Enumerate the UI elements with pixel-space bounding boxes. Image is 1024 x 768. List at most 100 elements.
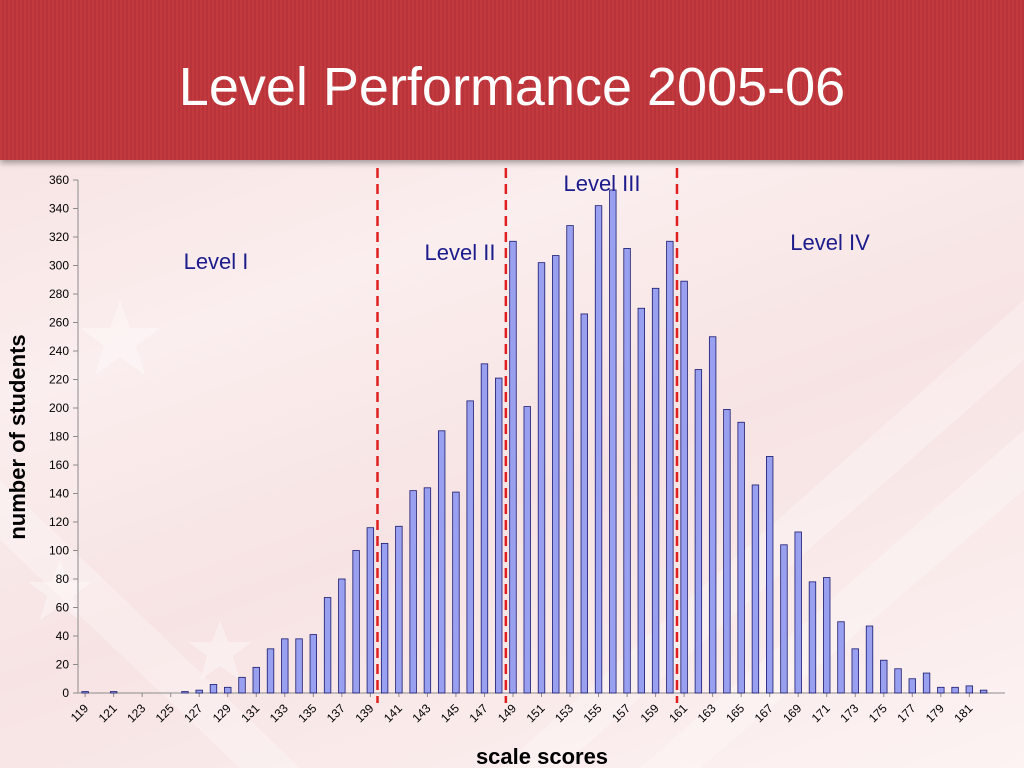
x-tick-label: 137: [324, 701, 348, 725]
bar-score-161: [680, 280, 688, 694]
x-tick-label: 131: [238, 701, 262, 725]
bar-score-174: [865, 625, 874, 694]
bar-score-150: [523, 406, 531, 694]
bar-score-148: [495, 377, 503, 694]
bar-score-144: [437, 430, 446, 694]
bar-score-138: [352, 550, 360, 694]
bar-score-139: [366, 527, 375, 694]
x-tick-label: 149: [495, 701, 519, 725]
bar-score-129: [224, 686, 232, 694]
x-axis-title: scale scores: [476, 744, 608, 768]
bar-score-159: [651, 287, 660, 694]
bar-score-121: [109, 691, 118, 694]
bar-score-142: [409, 490, 417, 694]
level-label-1: Level I: [184, 249, 249, 274]
bar-score-167: [766, 456, 774, 694]
bar-score-136: [323, 597, 332, 694]
title-banner: Level Performance 2005-06: [0, 0, 1024, 160]
x-tick-label: 135: [295, 701, 319, 725]
x-tick-label: 171: [809, 701, 833, 725]
y-tick-label: 180: [49, 430, 69, 444]
bar-score-143: [423, 487, 432, 694]
bar-score-178: [922, 672, 931, 694]
bar-score-140: [380, 542, 389, 694]
x-tick-label: 177: [894, 701, 918, 725]
x-tick-label: 179: [923, 701, 947, 725]
x-tick-label: 169: [780, 701, 804, 725]
x-tick-label: 139: [352, 701, 376, 725]
y-tick-label: 120: [49, 515, 69, 529]
bar-score-151: [537, 262, 546, 694]
x-tick-label: 173: [837, 701, 861, 725]
bar-score-179: [937, 686, 945, 694]
x-tick-label: 165: [723, 701, 747, 725]
background-stripe: [0, 480, 300, 768]
bar-score-175: [880, 659, 888, 694]
x-tick-label: 167: [752, 701, 776, 725]
bar-score-177: [908, 678, 916, 694]
y-tick-label: 20: [56, 658, 70, 672]
x-tick-label: 127: [181, 701, 205, 725]
y-tick-label: 160: [49, 458, 69, 472]
bar-score-158: [637, 307, 646, 694]
bar-score-146: [466, 400, 474, 694]
bar-score-132: [266, 648, 275, 694]
cut-score-lines: [376, 168, 679, 703]
bar-score-165: [737, 421, 745, 694]
bar-score-182: [979, 689, 988, 694]
x-tick-label: 123: [124, 701, 148, 725]
x-tick-label: 133: [267, 701, 291, 725]
bar-score-166: [751, 484, 760, 694]
bar-score-137: [338, 578, 346, 694]
y-tick-label: 300: [49, 259, 69, 273]
x-tick-label: 175: [866, 701, 890, 725]
bar-score-149: [509, 240, 517, 694]
y-tick-label: 80: [56, 572, 70, 586]
x-tick-label: 155: [581, 701, 605, 725]
y-tick-label: 0: [62, 686, 69, 700]
x-tick-label: 125: [153, 701, 177, 725]
y-tick-label: 320: [49, 230, 69, 244]
y-tick-label: 40: [56, 629, 70, 643]
bar-score-135: [309, 634, 317, 694]
x-tick-label: 159: [638, 701, 662, 725]
bar-score-127: [195, 689, 203, 694]
bar-score-133: [281, 638, 289, 694]
x-tick-label: 157: [609, 701, 633, 725]
level-label-4: Level IV: [790, 230, 870, 255]
y-tick-label: 340: [49, 202, 69, 216]
bar-score-170: [808, 581, 817, 694]
x-tick-label: 151: [524, 701, 548, 725]
y-tick-label: 140: [49, 487, 69, 501]
bar-score-128: [209, 684, 218, 694]
bar-score-169: [794, 531, 802, 694]
x-tick-label: 121: [96, 701, 120, 725]
bar-score-152: [552, 255, 560, 694]
y-tick-label: 360: [49, 173, 69, 187]
background-stripe: [500, 300, 1024, 768]
bar-score-141: [395, 525, 403, 694]
y-tick-label: 200: [49, 401, 69, 415]
bar-score-160: [666, 240, 674, 694]
y-axis: 0 20 40 60 80 100 120 140 160 180 200 220 240 260 280 3…: [49, 173, 79, 700]
bar-score-176: [894, 668, 902, 694]
background-star-icon: [80, 300, 160, 375]
bar-score-119: [81, 691, 89, 694]
y-tick-label: 240: [49, 344, 69, 358]
bar-score-153: [566, 225, 574, 694]
y-tick-label: 280: [49, 287, 69, 301]
bar-score-156: [609, 189, 617, 694]
bar-score-168: [780, 544, 788, 694]
bar-score-155: [594, 205, 603, 694]
bar-score-173: [851, 648, 859, 694]
bar-score-126: [181, 691, 189, 694]
y-tick-label: 100: [49, 544, 69, 558]
bar-score-163: [708, 336, 717, 694]
bar-score-180: [951, 686, 959, 694]
x-tick-label: 141: [381, 701, 405, 725]
x-tick-label: 161: [666, 701, 690, 725]
x-tick-label: 147: [467, 701, 491, 725]
background-stripe: [640, 430, 1024, 768]
y-tick-label: 60: [56, 601, 70, 615]
level-label-2: Level II: [425, 240, 496, 265]
